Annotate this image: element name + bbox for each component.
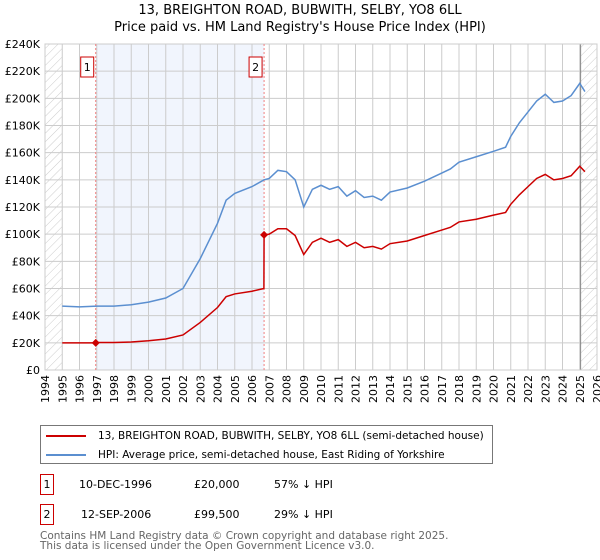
y-tick-label: £120K (5, 201, 41, 214)
x-tick-label: 2025 (574, 375, 587, 403)
sale-marker-label: 1 (40, 474, 54, 495)
y-tick-label: £140K (5, 174, 41, 187)
x-tick-label: 1995 (56, 375, 69, 403)
legend-label-hpi: HPI: Average price, semi-detached house,… (98, 449, 445, 461)
x-tick-label: 1999 (125, 375, 138, 403)
sale-label: 2 (252, 61, 259, 74)
sale-hpi-diff: 29% ↓ HPI (274, 508, 333, 521)
sale-label-box (80, 56, 95, 78)
x-tick-label: 1994 (39, 375, 52, 403)
sale-date: 12-SEP-2006 (81, 508, 152, 521)
x-tick-label: 2000 (143, 375, 156, 403)
y-tick-label: £0 (26, 364, 40, 377)
plot-border (44, 43, 598, 371)
price-chart: 1994 1995 1996 1997 1998 1999 2000 2001 2002 2003… (5, 38, 600, 403)
x-tick-label: 2002 (177, 375, 190, 403)
x-tick-label: 2015 (401, 375, 414, 403)
sale-hpi-diff: 57% ↓ HPI (274, 478, 333, 491)
x-tick-label: 2023 (539, 375, 552, 403)
x-tick-label: 2019 (470, 375, 483, 403)
y-tick-label: £60K (12, 283, 41, 296)
legend-swatch-property (46, 435, 86, 437)
x-tick-label: 2026 (591, 375, 600, 403)
x-tick-label: 1998 (108, 375, 121, 403)
x-tick-label: 2013 (367, 375, 380, 403)
legend-swatch-hpi (46, 454, 86, 456)
x-tick-label: 2011 (332, 375, 345, 403)
title-line: 13, BREIGHTON ROAD, BUBWITH, SELBY, YO8 … (138, 3, 462, 18)
x-tick-label: 2008 (281, 375, 294, 403)
x-tick-label: 2007 (263, 375, 276, 403)
legend: 13, BREIGHTON ROAD, BUBWITH, SELBY, YO8 … (40, 425, 493, 464)
chart-title: 13, BREIGHTON ROAD, BUBWITH, SELBY, YO8 … (0, 2, 600, 36)
x-tick-label: 1996 (74, 375, 87, 403)
x-tick-label: 2024 (557, 375, 570, 403)
y-tick-label: £80K (12, 255, 41, 268)
sale-row-1: 1 10-DEC-1996 £20,000 57% ↓ HPI (40, 474, 333, 495)
sale-point (260, 230, 269, 239)
x-tick-label: 2016 (419, 375, 432, 403)
x-tick-label: 2018 (453, 375, 466, 403)
sale-price: £99,500 (194, 508, 240, 521)
x-tick-label: 2001 (160, 375, 173, 403)
sale-marker-label: 2 (40, 504, 54, 525)
footer-line-1: Contains HM Land Registry data © Crown c… (40, 530, 449, 542)
y-tick-label: £40K (12, 310, 41, 323)
series-line-property (62, 165, 586, 344)
y-tick-label: £180K (5, 120, 41, 133)
y-tick-label: £100K (5, 228, 41, 241)
x-tick-label: 2022 (522, 375, 535, 403)
y-tick-label: £240K (5, 38, 41, 51)
sale-price: £20,000 (194, 478, 240, 491)
x-tick-label: 2014 (384, 375, 397, 403)
x-tick-label: 2003 (194, 375, 207, 403)
y-tick-label: £220K (5, 65, 41, 78)
y-tick-label: £20K (12, 337, 41, 350)
series-line-hpi (62, 82, 586, 308)
sale-label-box (248, 56, 263, 78)
sale-label: 1 (84, 61, 91, 74)
sale-date: 10-DEC-1996 (79, 478, 153, 491)
x-tick-label: 2010 (315, 375, 328, 403)
footer-line-2: This data is licensed under the Open Gov… (40, 540, 375, 552)
x-tick-label: 1997 (91, 375, 104, 403)
x-tick-label: 2004 (212, 375, 225, 403)
x-tick-label: 2017 (436, 375, 449, 403)
footer: Contains HM Land Registry data © Crown c… (40, 530, 449, 552)
x-tick-label: 2012 (350, 375, 363, 403)
sale-row-2: 2 12-SEP-2006 £99,500 29% ↓ HPI (40, 504, 333, 525)
x-tick-label: 2020 (488, 375, 501, 403)
x-tick-label: 2006 (246, 375, 259, 403)
x-tick-label: 2021 (505, 375, 518, 403)
sale-point (91, 338, 100, 347)
legend-label-property: 13, BREIGHTON ROAD, BUBWITH, SELBY, YO8 … (98, 430, 484, 442)
y-tick-label: £200K (5, 92, 41, 105)
x-tick-label: 2009 (298, 375, 311, 403)
subtitle-line: Price paid vs. HM Land Registry's House … (114, 20, 486, 35)
x-tick-label: 2005 (229, 375, 242, 403)
y-tick-label: £160K (5, 147, 41, 160)
